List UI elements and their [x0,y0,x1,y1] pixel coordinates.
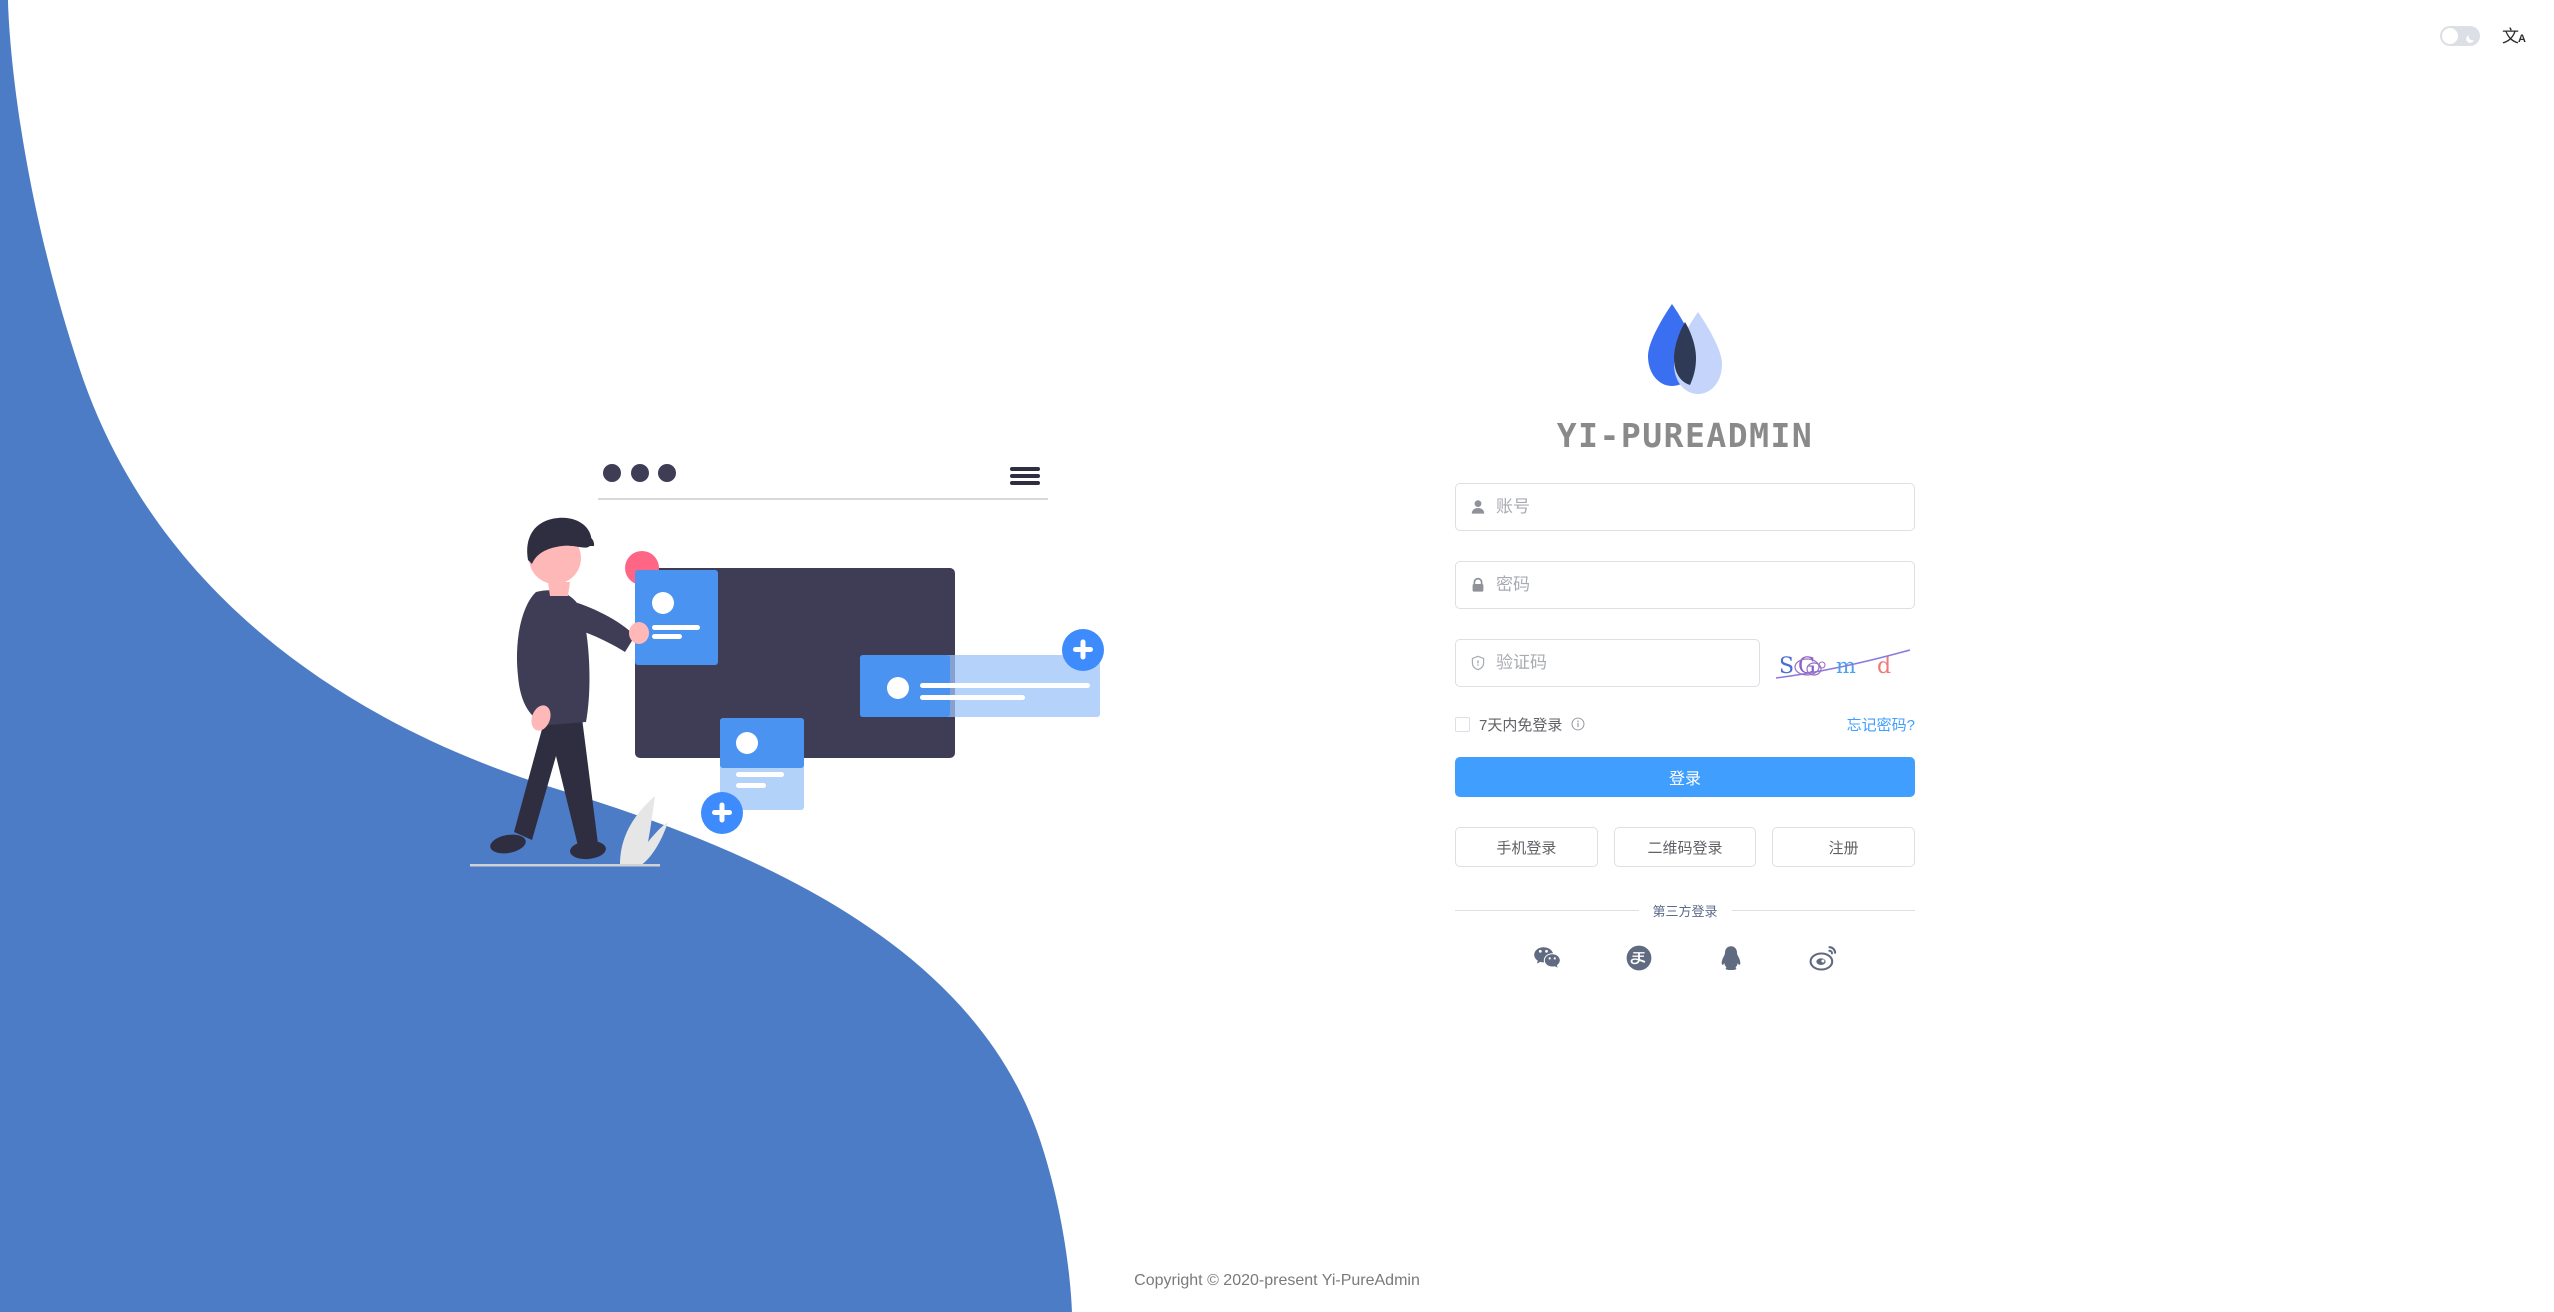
browser-bar [598,464,1048,500]
info-circle-icon[interactable] [1571,717,1585,731]
username-field[interactable] [1455,483,1915,531]
illustration-card-1 [635,570,718,665]
shield-icon [1470,655,1486,671]
svg-text:S: S [1779,654,1794,679]
login-panel: YI-PUREADMIN [1455,300,1916,972]
brand: YI-PUREADMIN [1455,300,1915,455]
username-input[interactable] [1496,497,1900,517]
forgot-password-link[interactable]: 忘记密码? [1846,716,1915,734]
captcha-row: S G m d [1455,639,1915,687]
dark-mode-toggle[interactable] [2440,26,2481,46]
alipay-icon[interactable] [1625,944,1653,972]
qrcode-login-button[interactable]: 二维码登录 [1613,827,1757,867]
third-party-divider: 第三方登录 [1455,901,1916,920]
footer-copyright: Copyright © 2020-present Yi-PureAdmin [1134,1272,1420,1289]
captcha-field[interactable] [1455,639,1760,687]
page-title: YI-PUREADMIN [1556,416,1814,455]
plus-button-left [701,792,743,834]
remember-me-checkbox[interactable]: 7天内免登录 [1455,714,1585,735]
phone-login-button[interactable]: 手机登录 [1455,827,1598,867]
illustration-card-3 [860,655,1100,717]
options-row: 7天内免登录 忘记密码? [1455,713,1915,735]
language-switch-button[interactable]: 文 A [2502,28,2526,45]
checkbox-box[interactable] [1455,716,1470,732]
plus-button-right [1062,629,1104,671]
remember-me-label: 7天内免登录 [1479,716,1563,734]
qq-icon[interactable] [1717,944,1745,972]
password-field[interactable] [1455,561,1915,609]
svg-text:d: d [1877,654,1891,679]
water-drop-logo [1640,300,1730,402]
divider-line-right [1731,910,1916,911]
translate-icon-en: A [2518,32,2526,45]
team-collaboration-illustration [470,440,1110,880]
third-party-label: 第三方登录 [1652,904,1718,919]
captcha-image[interactable]: S G m d [1774,642,1914,684]
toggle-knob [2442,28,2459,44]
login-button[interactable]: 登录 [1455,757,1915,797]
weibo-icon[interactable] [1809,944,1837,972]
register-button[interactable]: 注册 [1772,827,1916,867]
person-figure [490,517,649,860]
translate-icon-cn: 文 [2502,26,2520,46]
captcha-input[interactable] [1496,653,1745,673]
topbar: 文 A [2440,0,2554,72]
password-input[interactable] [1496,575,1900,595]
wechat-icon[interactable] [1533,944,1561,972]
lock-icon [1470,577,1486,593]
moon-icon [2465,31,2476,43]
user-icon [1470,499,1486,515]
divider-line-left [1455,910,1639,911]
third-party-icons [1455,944,1915,972]
alt-login-buttons: 手机登录 二维码登录 注册 [1455,827,1916,867]
